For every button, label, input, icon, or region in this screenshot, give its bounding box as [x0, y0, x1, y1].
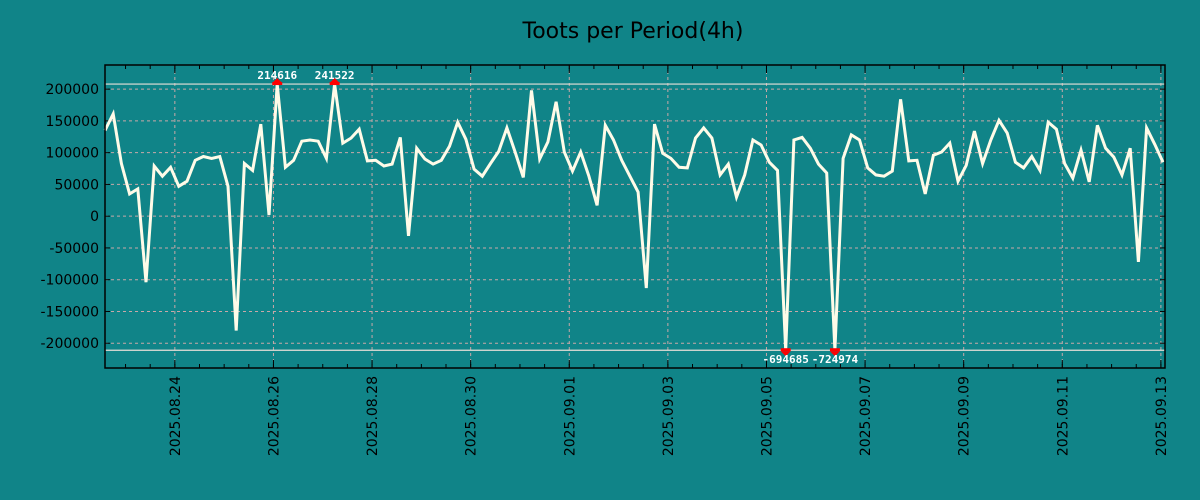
y-tick-label: 0: [90, 209, 99, 225]
x-tick-label: 2025.09.07: [858, 376, 874, 456]
outlier-marker: [329, 82, 340, 86]
x-tick-label: 2025.08.26: [266, 376, 282, 456]
outlier-marker: [780, 348, 791, 352]
y-tick-label: -100000: [41, 273, 100, 289]
x-tick-label: 2025.09.13: [1154, 376, 1170, 456]
x-tick-label: 2025.08.30: [464, 376, 480, 456]
chart-title: Toots per Period(4h): [522, 19, 744, 44]
y-axis: 200000 150000 100000 50000 0 -50000 -100000 -15…: [41, 82, 1165, 352]
series-line-toots: [103, 83, 1165, 351]
x-tick-label: 2025.08.24: [168, 376, 184, 456]
y-tick-label: 150000: [46, 114, 99, 130]
down-arrow-icon: [780, 351, 791, 357]
x-tick-label: 2025.09.05: [759, 376, 775, 456]
y-tick-label: 200000: [46, 82, 99, 98]
threshold-lines: [105, 83, 1165, 351]
outlier-label: -694685: [763, 353, 809, 366]
y-tick-label: -50000: [49, 241, 99, 257]
outlier-marker: [829, 348, 840, 352]
outlier-markers: 214616 241522 -694685 -724974: [257, 69, 858, 366]
down-arrow-icon: [829, 351, 840, 357]
grid: [105, 65, 1165, 368]
y-tick-label: -200000: [41, 336, 100, 352]
outlier-label: 214616: [257, 69, 297, 82]
plot-frame: [104, 64, 1166, 369]
up-arrow-icon: [329, 78, 340, 84]
x-tick-label: 2025.09.01: [562, 376, 578, 456]
outlier-label: 241522: [315, 69, 355, 82]
series: [103, 83, 1165, 351]
y-tick-label: -150000: [41, 304, 100, 320]
up-arrow-icon: [272, 78, 283, 84]
outlier-marker: [272, 82, 283, 86]
x-tick-label: 2025.09.11: [1055, 376, 1071, 456]
x-tick-label: 2025.09.09: [957, 376, 973, 456]
y-tick-label: 50000: [54, 177, 99, 193]
x-tick-label: 2025.09.03: [661, 376, 677, 456]
y-tick-label: 100000: [46, 146, 99, 162]
outlier-label: -724974: [812, 353, 859, 366]
x-tick-label: 2025.08.28: [365, 376, 381, 456]
